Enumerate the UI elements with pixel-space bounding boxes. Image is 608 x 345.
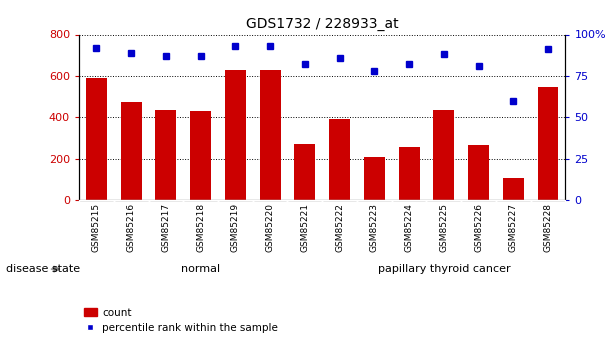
Bar <box>496 200 531 252</box>
Bar <box>183 200 218 252</box>
Text: GSM85224: GSM85224 <box>404 203 413 252</box>
Bar <box>114 200 148 252</box>
Text: normal: normal <box>181 264 220 274</box>
Bar <box>288 200 322 252</box>
Bar <box>121 102 142 200</box>
Bar <box>531 200 565 252</box>
Bar <box>503 178 523 200</box>
Text: GSM85227: GSM85227 <box>509 203 518 252</box>
Text: GSM85221: GSM85221 <box>300 203 309 252</box>
Bar <box>364 157 385 200</box>
Text: GSM85216: GSM85216 <box>126 203 136 252</box>
Text: GSM85218: GSM85218 <box>196 203 205 252</box>
Text: GSM85228: GSM85228 <box>544 203 553 252</box>
Bar <box>225 70 246 200</box>
Bar <box>156 110 176 200</box>
Bar <box>434 110 454 200</box>
Bar <box>86 78 107 200</box>
Legend: count, percentile rank within the sample: count, percentile rank within the sample <box>85 308 278 333</box>
Bar <box>79 200 114 252</box>
Bar <box>260 70 280 200</box>
Bar <box>148 200 183 252</box>
Bar <box>253 200 288 252</box>
Text: GSM85226: GSM85226 <box>474 203 483 252</box>
Bar <box>322 200 357 252</box>
Bar <box>399 147 420 200</box>
Bar <box>218 200 253 252</box>
Bar <box>190 111 211 200</box>
Bar <box>357 200 392 252</box>
Bar <box>329 119 350 200</box>
Bar <box>468 145 489 200</box>
Text: papillary thyroid cancer: papillary thyroid cancer <box>378 264 510 274</box>
Text: GSM85215: GSM85215 <box>92 203 101 252</box>
Bar <box>392 200 426 252</box>
Text: disease state: disease state <box>6 264 80 274</box>
Text: GSM85219: GSM85219 <box>231 203 240 252</box>
Text: GSM85225: GSM85225 <box>440 203 448 252</box>
Title: GDS1732 / 228933_at: GDS1732 / 228933_at <box>246 17 399 31</box>
Bar <box>426 200 461 252</box>
Text: GSM85217: GSM85217 <box>161 203 170 252</box>
Bar <box>461 200 496 252</box>
Bar <box>294 144 316 200</box>
Text: GSM85222: GSM85222 <box>335 203 344 252</box>
Text: GSM85223: GSM85223 <box>370 203 379 252</box>
Text: GSM85220: GSM85220 <box>266 203 275 252</box>
Bar <box>537 87 559 200</box>
